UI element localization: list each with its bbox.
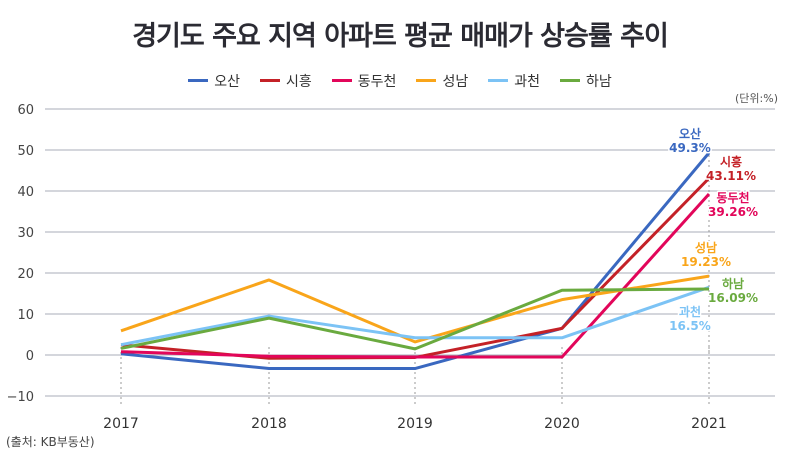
legend-label: 오산	[214, 73, 241, 90]
end-label-value: 19.23%	[681, 255, 731, 269]
end-label-value: 16.09%	[708, 291, 758, 305]
legend: 오산 시흥 동두천 성남 과천 하남	[0, 70, 800, 91]
legend-item: 하남	[559, 71, 612, 91]
x-tick-label: 2019	[397, 416, 433, 432]
legend-swatch	[488, 79, 509, 82]
legend-item: 시흥	[260, 71, 312, 91]
legend-item: 동두천	[331, 71, 397, 91]
legend-label: 성남	[442, 73, 469, 90]
series-line-과천	[120, 285, 710, 347]
end-label-name: 과천	[679, 304, 701, 319]
series-line-동두천	[120, 193, 711, 359]
y-tick-label: 20	[17, 267, 34, 282]
legend-swatch	[559, 79, 580, 82]
legend-item: 오산	[188, 71, 240, 91]
chart-title: 경기도 주요 지역 아파트 평균 매매가 상승률 추이	[132, 21, 669, 52]
end-label-value: 49.3%	[669, 141, 711, 155]
series-line-성남	[120, 274, 710, 344]
legend-label: 과천	[514, 73, 540, 90]
y-tick-label: 30	[17, 226, 34, 241]
x-tick-label: 2017	[103, 416, 139, 432]
end-label-name: 동두천	[716, 190, 749, 205]
end-label-value: 39.26%	[708, 205, 758, 219]
end-label-name: 오산	[679, 126, 701, 141]
end-label-name: 하남	[722, 276, 744, 291]
y-tick-label: 50	[17, 144, 34, 159]
legend-swatch	[416, 79, 437, 82]
end-label-value: 43.11%	[706, 169, 756, 183]
end-label-name: 시흥	[720, 154, 742, 169]
source-note: (출처: KB부동산)	[6, 435, 95, 449]
legend-label: 하남	[585, 73, 612, 90]
legend-label: 시흥	[286, 73, 312, 90]
end-label-name: 성남	[695, 240, 717, 255]
legend-item: 과천	[488, 71, 540, 91]
end-label-value: 16.5%	[669, 319, 711, 333]
y-tick-label: 40	[17, 185, 34, 200]
legend-swatch	[260, 79, 281, 82]
legend-swatch	[331, 79, 352, 82]
y-tick-label: 10	[17, 308, 34, 323]
legend-swatch	[188, 79, 209, 82]
x-tick-label: 2020	[544, 416, 580, 432]
series-line-오산	[120, 151, 711, 371]
x-tick-label: 2018	[251, 416, 287, 432]
y-tick-label: 60	[17, 103, 34, 118]
y-tick-label: −10	[7, 390, 34, 405]
x-tick-label: 2021	[691, 416, 727, 432]
legend-label: 동두천	[357, 73, 397, 90]
y-tick-label: 0	[26, 349, 34, 364]
legend-item: 성남	[416, 71, 468, 91]
unit-label: (단위:%)	[735, 92, 778, 105]
